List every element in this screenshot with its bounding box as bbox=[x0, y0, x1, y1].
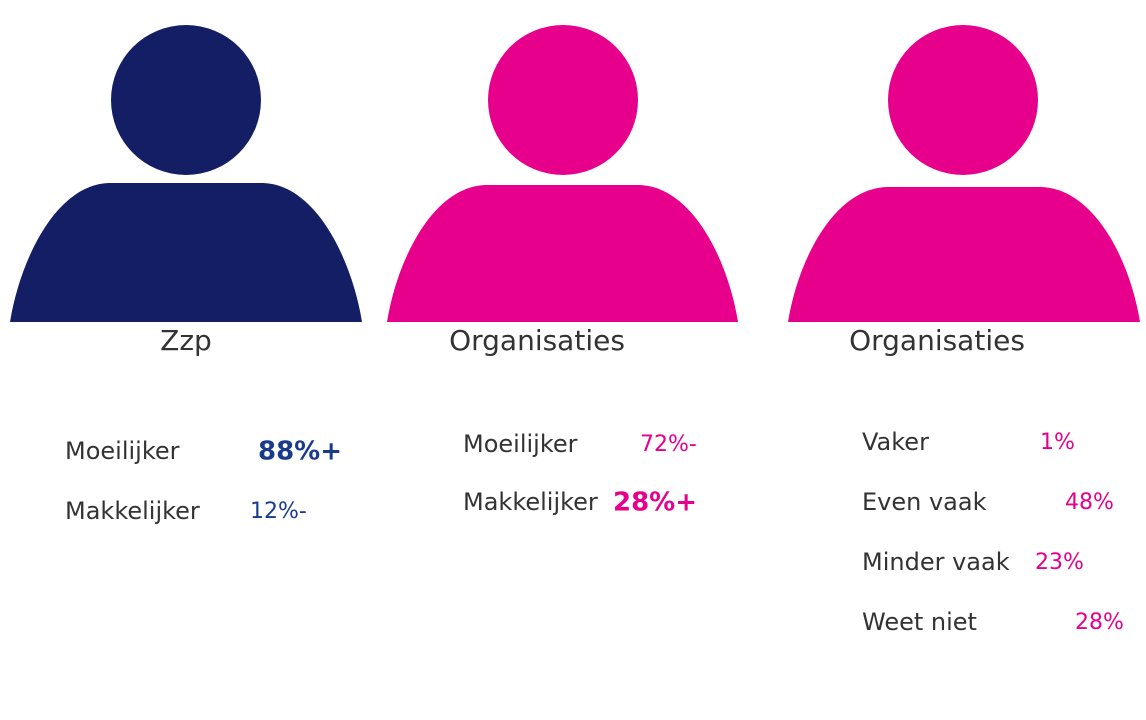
row-label: Weet niet bbox=[862, 608, 977, 636]
panel-label: Organisaties bbox=[449, 324, 625, 357]
row-label: Moeilijker bbox=[463, 430, 578, 458]
row-label: Makkelijker bbox=[463, 488, 598, 516]
person-head bbox=[111, 25, 261, 175]
row-value: 48% bbox=[1065, 490, 1114, 515]
row-value: 88%+ bbox=[258, 437, 342, 467]
row-label: Moeilijker bbox=[65, 437, 180, 465]
person-head bbox=[488, 25, 638, 175]
panel-label: Organisaties bbox=[849, 324, 1025, 357]
row-label: Minder vaak bbox=[862, 548, 1010, 576]
row-value: 28%+ bbox=[613, 488, 697, 518]
row-value: 12%- bbox=[250, 499, 307, 524]
row-label: Makkelijker bbox=[65, 497, 200, 525]
panel-label: Zzp bbox=[160, 324, 212, 357]
person-body bbox=[788, 187, 1140, 322]
row-value: 1% bbox=[1040, 430, 1075, 455]
row-value: 23% bbox=[1035, 550, 1084, 575]
person-body bbox=[387, 185, 738, 322]
row-value: 72%- bbox=[640, 432, 697, 457]
person-head bbox=[888, 25, 1038, 175]
row-label: Vaker bbox=[862, 428, 929, 456]
row-label: Even vaak bbox=[862, 488, 987, 516]
row-value: 28% bbox=[1075, 610, 1124, 635]
person-body bbox=[10, 183, 362, 322]
